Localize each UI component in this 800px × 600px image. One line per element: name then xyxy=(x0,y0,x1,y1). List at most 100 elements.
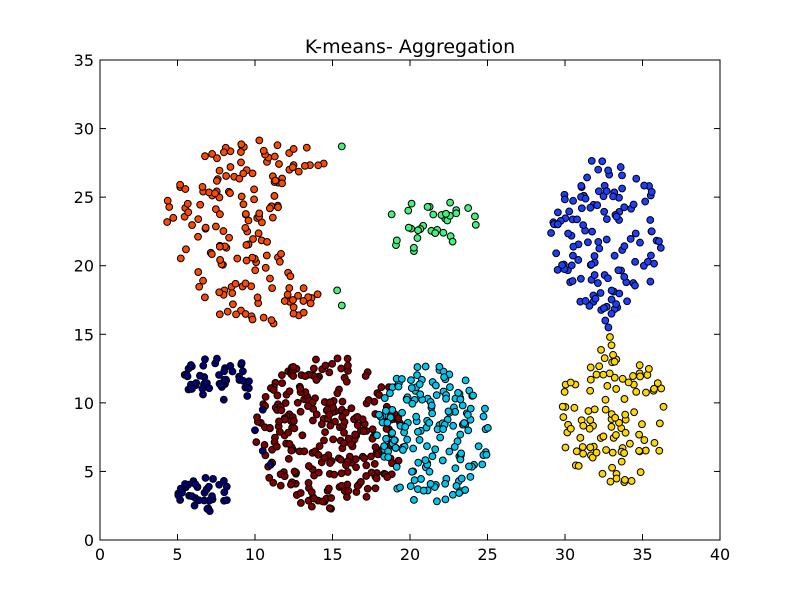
cluster-3-point-51 xyxy=(584,407,593,415)
cluster-0-point-52 xyxy=(280,297,289,305)
y-tick-label: 15 xyxy=(74,325,94,344)
cluster-0-point-31 xyxy=(201,152,209,161)
cluster-2-point-114 xyxy=(620,242,629,251)
cluster-3-point-57 xyxy=(588,453,597,462)
cluster-0-point-105 xyxy=(313,290,322,299)
cluster-4-point-121 xyxy=(353,421,362,429)
cluster-5-point-50 xyxy=(421,362,430,371)
cluster-0-point-26 xyxy=(235,174,244,183)
cluster-4-point-106 xyxy=(269,478,278,487)
cluster-0-point-167 xyxy=(275,257,284,266)
cluster-bridge-0-point-3 xyxy=(601,316,610,325)
cluster-2-point-13 xyxy=(547,229,555,237)
cluster-3-point-78 xyxy=(653,379,662,388)
cluster-0-point-39 xyxy=(233,254,242,263)
cluster-5-point-3 xyxy=(481,404,489,413)
cluster-5-point-138 xyxy=(454,388,463,397)
cluster-0-point-23 xyxy=(237,158,245,167)
cluster-7-point-32 xyxy=(187,492,196,501)
cluster-5-point-89 xyxy=(436,433,445,442)
cluster-0-point-48 xyxy=(176,254,185,263)
cluster-4-point-247 xyxy=(304,402,312,411)
cluster-3-point-94 xyxy=(595,362,604,371)
x-tick-label: 10 xyxy=(245,545,265,564)
cluster-2-point-94 xyxy=(641,197,650,206)
cluster-4-point-90 xyxy=(312,355,320,364)
cluster-5-point-151 xyxy=(401,422,410,431)
cluster-2-point-40 xyxy=(618,171,626,180)
cluster-3-point-100 xyxy=(620,449,629,457)
cluster-5-point-163 xyxy=(461,486,470,494)
cluster-2-point-84 xyxy=(596,289,605,297)
x-tick-label: 30 xyxy=(555,545,575,564)
cluster-0-point-92 xyxy=(248,169,257,178)
cluster-5-point-168 xyxy=(384,453,393,462)
cluster-0-point-128 xyxy=(215,310,224,319)
cluster-5-point-124 xyxy=(383,418,392,427)
cluster-5-point-32 xyxy=(396,483,404,492)
cluster-4-point-269 xyxy=(320,454,329,462)
cluster-4-point-261 xyxy=(312,376,321,384)
cluster-0-point-138 xyxy=(299,308,308,317)
cluster-2-point-8 xyxy=(632,174,641,183)
cluster-0-point-140 xyxy=(286,272,295,281)
cluster-0-point-57 xyxy=(183,199,192,208)
x-tick-label: 35 xyxy=(632,545,652,564)
x-tick-label: 40 xyxy=(710,545,730,564)
cluster-4-point-76 xyxy=(344,361,352,370)
cluster-5-point-162 xyxy=(457,474,466,483)
cluster-4-point-126 xyxy=(285,387,294,396)
cluster-1-point-6 xyxy=(446,198,455,207)
cluster-2-point-24 xyxy=(600,207,609,216)
cluster-bridge-2-point-0 xyxy=(337,142,346,151)
cluster-2-point-3 xyxy=(565,207,574,216)
cluster-2-point-125 xyxy=(591,294,600,303)
y-tick-label: 35 xyxy=(74,51,94,70)
cluster-4-point-181 xyxy=(371,443,380,452)
cluster-2-point-70 xyxy=(636,238,644,247)
cluster-3-point-91 xyxy=(585,424,594,433)
cluster-0-point-11 xyxy=(283,290,292,299)
cluster-2-point-93 xyxy=(629,200,638,209)
cluster-5-point-108 xyxy=(426,480,435,488)
cluster-7-point-31 xyxy=(222,482,231,491)
cluster-0-point-154 xyxy=(163,196,172,205)
cluster-0-point-87 xyxy=(314,161,323,170)
cluster-4-point-46 xyxy=(273,391,282,400)
cluster-2-point-45 xyxy=(598,157,607,166)
cluster-2-point-38 xyxy=(594,238,603,246)
cluster-5-point-102 xyxy=(448,490,457,499)
cluster-1-point-19 xyxy=(404,206,413,215)
cluster-0-point-158 xyxy=(268,284,277,292)
cluster-2-point-15 xyxy=(588,227,596,236)
cluster-2-point-74 xyxy=(620,203,629,212)
cluster-4-point-172 xyxy=(325,410,334,419)
cluster-0-point-151 xyxy=(219,227,228,235)
cluster-2-point-51 xyxy=(612,212,621,221)
cluster-3-point-99 xyxy=(599,432,608,441)
cluster-2-point-110 xyxy=(574,256,583,264)
cluster-5-point-94 xyxy=(425,419,434,427)
cluster-7-point-27 xyxy=(191,480,200,489)
cluster-0-point-50 xyxy=(201,293,209,302)
cluster-4-point-248 xyxy=(300,447,309,456)
cluster-4-point-161 xyxy=(383,473,392,482)
cluster-3-point-36 xyxy=(608,463,616,472)
cluster-0-point-123 xyxy=(274,203,282,212)
cluster-3-point-89 xyxy=(586,363,595,372)
cluster-5-point-26 xyxy=(431,445,440,454)
cluster-bridge-1-point-3 xyxy=(610,357,619,366)
cluster-0-point-98 xyxy=(215,166,224,175)
cluster-3-point-85 xyxy=(599,370,608,379)
cluster-4-point-215 xyxy=(289,372,298,380)
cluster-4-point-250 xyxy=(342,461,350,470)
cluster-3-point-34 xyxy=(627,477,636,485)
cluster-3-point-62 xyxy=(605,369,614,378)
cluster-6-point-28 xyxy=(220,375,229,384)
cluster-4-point-264 xyxy=(337,481,346,490)
cluster-0-point-160 xyxy=(255,136,264,145)
cluster-3-point-53 xyxy=(586,386,595,395)
cluster-0-point-157 xyxy=(237,192,246,201)
cluster-0-point-33 xyxy=(294,167,303,176)
cluster-4-point-266 xyxy=(339,439,348,448)
